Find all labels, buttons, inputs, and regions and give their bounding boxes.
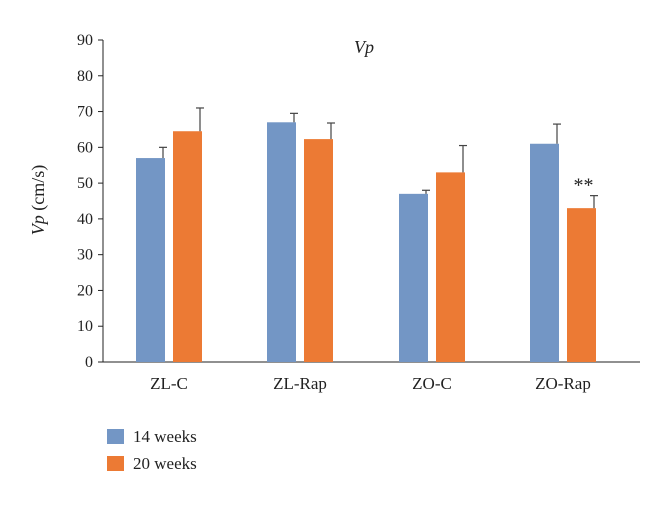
plot-area: 0 10 20 30 40 50 60 70 80 90 ZL-C ZL-Rap ZO-C ZO-Rap *…: [77, 32, 640, 393]
y-tick-label: 90: [77, 32, 93, 49]
significance-marker: **: [574, 175, 594, 197]
y-axis-label-unit: (cm/s): [28, 165, 49, 215]
bar-series2: [304, 139, 333, 362]
y-tick-label: 30: [77, 247, 93, 264]
x-tick-label: ZL-C: [150, 374, 188, 393]
bar-series1: [530, 143, 559, 362]
y-axis-label-symbol: Vp: [28, 215, 48, 235]
y-tick-label: 0: [85, 354, 93, 371]
x-tick-label: ZO-C: [412, 374, 452, 393]
bar-series2: [173, 131, 202, 362]
bar-series2: [436, 172, 465, 362]
y-tick-label: 10: [77, 318, 93, 335]
bar-series1: [136, 158, 165, 362]
legend: 14 weeks 20 weeks: [107, 427, 197, 473]
bar-series1: [267, 122, 296, 363]
y-tick-label: 40: [77, 211, 93, 228]
y-tick-label: 20: [77, 282, 93, 299]
y-tick-label: 60: [77, 139, 93, 156]
bar-series1: [399, 193, 428, 362]
legend-swatch: [107, 456, 124, 471]
y-tick-label: 50: [77, 175, 93, 192]
legend-swatch: [107, 429, 124, 444]
chart-title: Vp: [354, 37, 374, 57]
y-axis-label: Vp (cm/s): [28, 165, 49, 235]
x-tick-label: ZO-Rap: [535, 374, 591, 393]
legend-label: 20 weeks: [133, 454, 197, 473]
y-tick-label: 70: [77, 104, 93, 121]
x-tick-label: ZL-Rap: [273, 374, 327, 393]
y-tick-label: 80: [77, 68, 93, 85]
bar-series2: [567, 208, 596, 362]
legend-label: 14 weeks: [133, 427, 197, 446]
